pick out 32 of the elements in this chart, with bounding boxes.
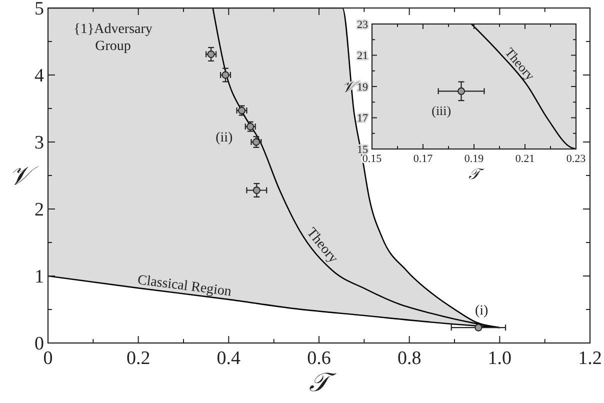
- y-tick-label: 1: [34, 266, 44, 288]
- y-tick-label: 23: [357, 18, 368, 31]
- annotation: (i): [474, 303, 489, 318]
- point: [222, 71, 230, 79]
- y-tick-label: 4: [34, 66, 44, 87]
- annotation: {1}Adversary Group: [74, 22, 152, 54]
- line-series: [470, 24, 576, 149]
- x-tick-label: 0.2: [126, 348, 150, 369]
- x-tick-label: 1.0: [488, 348, 512, 369]
- y-tick-label: 19: [357, 81, 368, 94]
- x-tick-label: 0.21: [515, 153, 535, 165]
- y-tick-label: 21: [357, 50, 368, 62]
- y-tick-label: 17: [357, 112, 368, 125]
- y-tick-label: 0: [34, 334, 44, 355]
- y-axis-title: 𝒱: [9, 162, 39, 191]
- x-tick-label: 0.6: [307, 348, 331, 369]
- x-tick-label: 0.8: [397, 348, 422, 369]
- x-tick-label: 0.17: [413, 153, 434, 165]
- x-tick-label: 0.23: [566, 153, 586, 165]
- x-tick-label: 0.19: [464, 153, 484, 165]
- annotation: (ii): [216, 130, 234, 146]
- y-tick-label: 2: [34, 200, 44, 221]
- x-axis-title: 𝒯: [309, 368, 337, 397]
- x-tick-label: 1.2: [578, 348, 602, 369]
- text: Classical Region: [136, 272, 232, 300]
- point: [252, 186, 260, 194]
- point: [207, 50, 215, 58]
- x-tick-label: 0.4: [216, 348, 242, 369]
- annotation: (iii): [432, 102, 452, 118]
- y-tick-label: 5: [34, 0, 44, 20]
- y-tick-label: 3: [34, 132, 44, 154]
- x-axis-title: 𝒯: [468, 167, 484, 183]
